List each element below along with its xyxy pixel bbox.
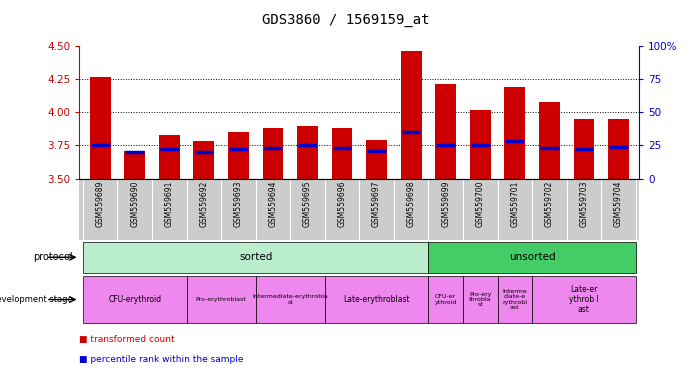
Text: protocol: protocol bbox=[33, 252, 73, 262]
Text: GSM559689: GSM559689 bbox=[95, 180, 105, 227]
Bar bbox=[608, 119, 629, 179]
Text: GSM559690: GSM559690 bbox=[130, 180, 140, 227]
Bar bbox=[532, 276, 636, 323]
Bar bbox=[159, 135, 180, 179]
Text: CFU-er
ythroid: CFU-er ythroid bbox=[435, 294, 457, 305]
Bar bbox=[83, 242, 428, 273]
Bar bbox=[187, 276, 256, 323]
Text: Late-er
ythrob l
ast: Late-er ythrob l ast bbox=[569, 285, 599, 314]
Bar bbox=[539, 102, 560, 179]
Bar bbox=[332, 128, 352, 179]
Text: GSM559691: GSM559691 bbox=[164, 180, 174, 227]
Text: GSM559703: GSM559703 bbox=[579, 180, 589, 227]
Bar bbox=[193, 141, 214, 179]
Bar bbox=[263, 128, 283, 179]
Text: ■ percentile rank within the sample: ■ percentile rank within the sample bbox=[79, 354, 244, 364]
Bar bbox=[463, 276, 498, 323]
Bar bbox=[401, 51, 422, 179]
Bar bbox=[435, 84, 456, 179]
Bar bbox=[325, 276, 428, 323]
Bar bbox=[574, 119, 594, 179]
Text: GSM559699: GSM559699 bbox=[441, 180, 451, 227]
Bar bbox=[83, 276, 187, 323]
Bar bbox=[504, 87, 525, 179]
Text: sorted: sorted bbox=[239, 252, 272, 262]
Text: GSM559704: GSM559704 bbox=[614, 180, 623, 227]
Text: GSM559695: GSM559695 bbox=[303, 180, 312, 227]
Text: GSM559692: GSM559692 bbox=[199, 180, 209, 227]
Text: GSM559696: GSM559696 bbox=[337, 180, 347, 227]
Text: GSM559698: GSM559698 bbox=[406, 180, 416, 227]
Text: GDS3860 / 1569159_at: GDS3860 / 1569159_at bbox=[262, 13, 429, 27]
Bar bbox=[428, 276, 463, 323]
Text: Interme
diate-e
rythrobl
ast: Interme diate-e rythrobl ast bbox=[502, 289, 527, 310]
Bar bbox=[90, 76, 111, 179]
Bar bbox=[366, 140, 387, 179]
Text: CFU-erythroid: CFU-erythroid bbox=[108, 295, 161, 304]
Bar bbox=[256, 276, 325, 323]
Text: Intermediate-erythrobla
st: Intermediate-erythrobla st bbox=[252, 294, 328, 305]
Text: GSM559694: GSM559694 bbox=[268, 180, 278, 227]
Text: GSM559697: GSM559697 bbox=[372, 180, 381, 227]
Text: GSM559693: GSM559693 bbox=[234, 180, 243, 227]
Text: Late-erythroblast: Late-erythroblast bbox=[343, 295, 410, 304]
Bar bbox=[498, 276, 532, 323]
Bar bbox=[297, 126, 318, 179]
Bar bbox=[228, 132, 249, 179]
Text: ■ transformed count: ■ transformed count bbox=[79, 335, 175, 344]
Bar bbox=[428, 242, 636, 273]
Text: development stage: development stage bbox=[0, 295, 73, 304]
Text: GSM559701: GSM559701 bbox=[510, 180, 520, 227]
Bar bbox=[470, 110, 491, 179]
Text: GSM559700: GSM559700 bbox=[475, 180, 485, 227]
Text: unsorted: unsorted bbox=[509, 252, 556, 262]
Bar bbox=[124, 151, 145, 179]
Text: GSM559702: GSM559702 bbox=[545, 180, 554, 227]
Text: Pro-ery
throbla
st: Pro-ery throbla st bbox=[469, 291, 491, 308]
Text: Pro-erythroblast: Pro-erythroblast bbox=[196, 297, 247, 302]
